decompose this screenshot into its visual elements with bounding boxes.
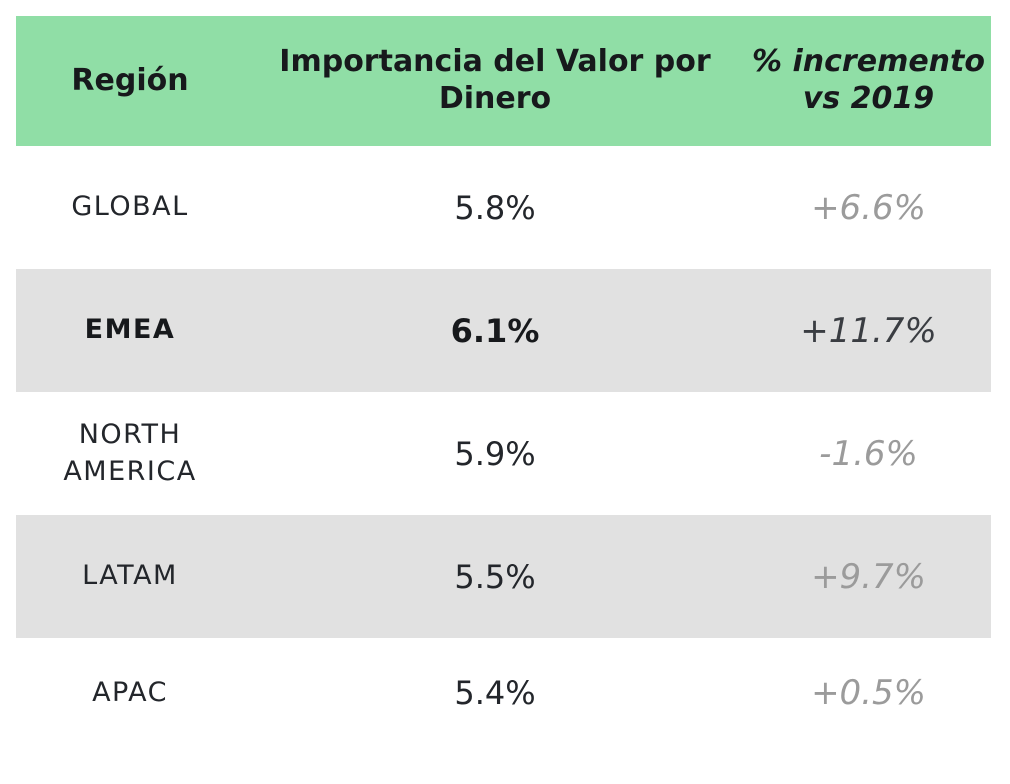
table-row: GLOBAL 5.8% +6.6% <box>16 146 991 269</box>
header-importance: Importancia del Valor por Dinero <box>279 44 711 116</box>
change-cell: +0.5% <box>811 673 926 713</box>
header-change: % incremento vs 2019 <box>752 44 985 116</box>
data-table: Región Importancia del Valor por Dinero … <box>16 16 991 748</box>
change-cell: -1.6% <box>819 433 918 474</box>
region-cell: EMEA <box>84 314 176 346</box>
change-cell: +9.7% <box>811 556 926 597</box>
region-cell: GLOBAL <box>71 191 189 223</box>
header-region: Región <box>71 62 189 98</box>
table-header: Región Importancia del Valor por Dinero … <box>16 16 991 146</box>
change-cell: +6.6% <box>811 187 926 228</box>
importance-cell: 6.1% <box>450 311 540 350</box>
region-cell: APAC <box>92 676 168 708</box>
importance-cell: 5.8% <box>454 188 536 227</box>
table-row: NORTH AMERICA 5.9% -1.6% <box>16 392 991 515</box>
region-cell: LATAM <box>82 560 178 592</box>
table-row: APAC 5.4% +0.5% <box>16 638 991 748</box>
region-cell: NORTH AMERICA <box>63 419 197 487</box>
table-row: EMEA 6.1% +11.7% <box>16 269 991 392</box>
importance-cell: 5.5% <box>454 557 536 596</box>
importance-cell: 5.9% <box>454 434 536 473</box>
change-cell: +11.7% <box>800 310 937 351</box>
importance-cell: 5.4% <box>454 674 536 712</box>
table-row: LATAM 5.5% +9.7% <box>16 515 991 638</box>
